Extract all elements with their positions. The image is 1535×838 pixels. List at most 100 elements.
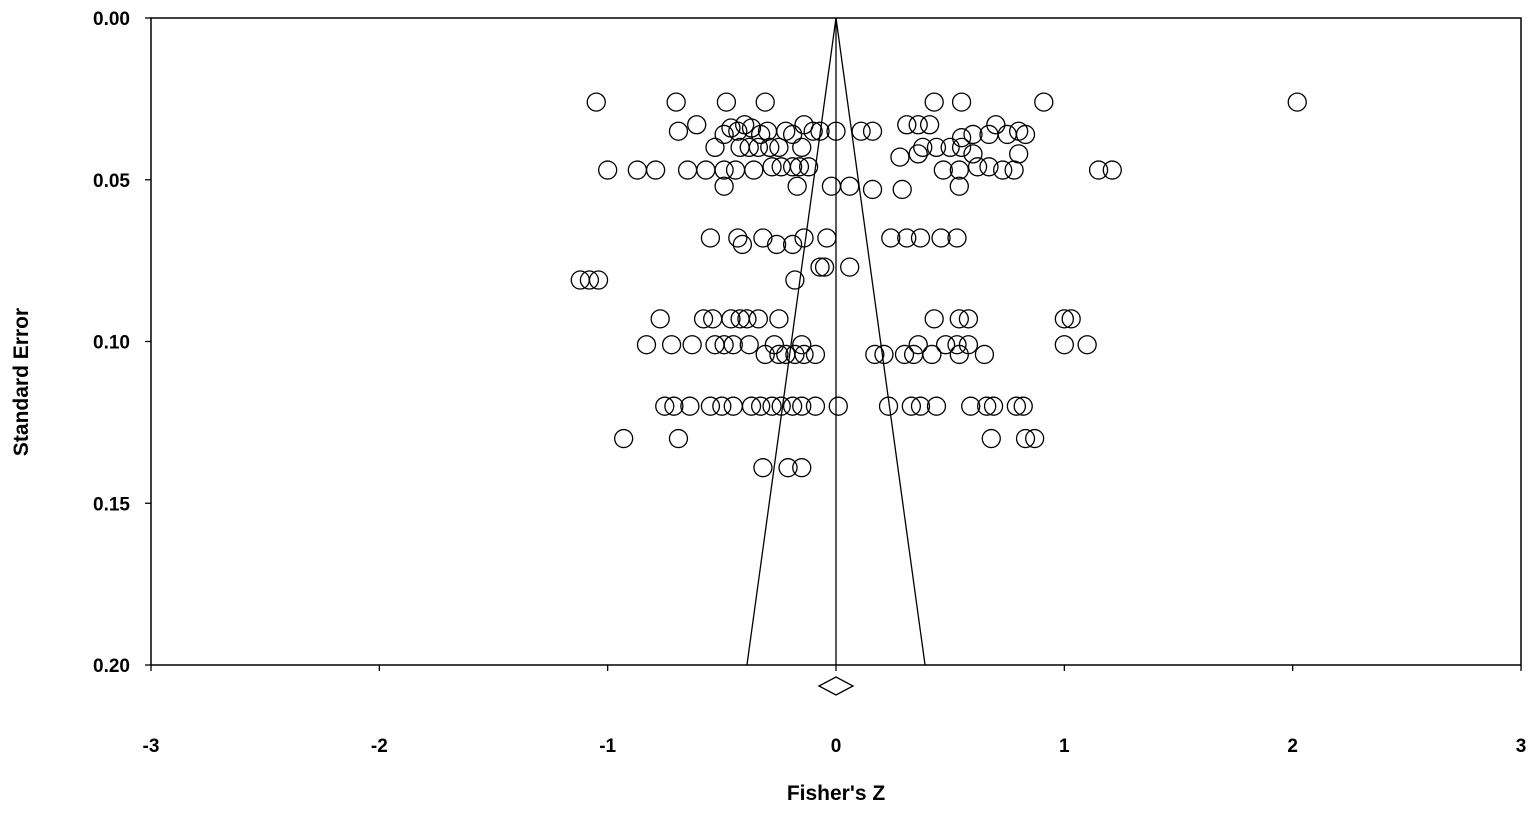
data-point: [1287, 92, 1307, 112]
data-point: [753, 458, 773, 478]
data-point: [951, 128, 972, 148]
data-point: [771, 396, 791, 416]
data-point: [810, 121, 830, 141]
x-tick-label: -2: [371, 736, 388, 757]
data-point: [908, 144, 928, 164]
data-point: [981, 428, 1001, 449]
data-point: [748, 137, 769, 158]
data-point: [949, 160, 969, 180]
y-tick-label: 0.20: [93, 656, 130, 677]
data-point: [1013, 396, 1033, 416]
data-point: [1102, 160, 1122, 180]
x-tick-label: -1: [599, 736, 616, 757]
data-point: [766, 234, 787, 255]
data-point: [714, 160, 734, 180]
data-point: [785, 344, 805, 365]
data-point: [1061, 309, 1081, 329]
data-point: [817, 228, 837, 248]
data-point: [1015, 124, 1036, 145]
data-point: [862, 121, 883, 141]
data-point: [769, 344, 789, 365]
data-point: [892, 179, 912, 200]
data-point: [614, 428, 634, 449]
data-point: [762, 157, 782, 177]
data-point: [728, 228, 748, 248]
data-point: [1088, 160, 1109, 180]
data-point: [940, 137, 960, 158]
data-point: [755, 344, 775, 365]
data-point: [789, 157, 810, 177]
data-point: [737, 309, 757, 329]
data-point: [778, 458, 798, 478]
data-point: [716, 92, 737, 112]
y-tick-label: 0.15: [93, 494, 130, 515]
data-point: [755, 92, 775, 112]
data-point: [700, 396, 721, 416]
data-point: [680, 396, 700, 416]
data-point: [910, 228, 931, 248]
data-point: [714, 124, 734, 145]
y-axis-title: Standard Error: [10, 308, 33, 456]
data-point: [983, 396, 1004, 416]
data-point: [782, 124, 803, 145]
data-point: [961, 396, 981, 416]
data-point: [977, 396, 997, 416]
data-point: [787, 176, 807, 196]
data-point: [1077, 335, 1097, 355]
data-point: [951, 92, 972, 112]
y-tick-label: 0.00: [93, 9, 130, 30]
data-point: [586, 92, 606, 112]
data-point: [1025, 428, 1045, 449]
data-point: [769, 137, 789, 158]
data-point: [967, 157, 988, 177]
data-point: [682, 335, 702, 355]
data-point: [805, 396, 826, 416]
data-point: [760, 137, 780, 158]
data-point: [792, 335, 812, 355]
data-point: [782, 157, 803, 177]
y-tick-label: 0.05: [93, 171, 130, 192]
data-point: [922, 344, 942, 365]
data-point: [1054, 335, 1074, 355]
data-point: [739, 335, 759, 355]
data-point: [926, 137, 947, 158]
data-point: [782, 234, 803, 255]
data-point: [751, 396, 771, 416]
data-point: [666, 92, 686, 112]
data-point: [840, 176, 860, 196]
data-point: [794, 344, 814, 365]
data-point: [728, 121, 748, 141]
data-point: [949, 344, 969, 365]
data-point: [714, 176, 734, 196]
data-point: [897, 115, 917, 135]
data-point: [958, 309, 979, 329]
data-point: [963, 144, 983, 164]
data-point: [748, 309, 769, 329]
data-point: [762, 396, 782, 416]
data-point: [908, 115, 928, 135]
data-point: [810, 257, 830, 277]
data-point: [862, 179, 883, 200]
data-point: [919, 115, 940, 135]
data-point: [890, 147, 910, 167]
data-point: [865, 344, 885, 365]
data-point: [700, 228, 721, 248]
data-point: [792, 137, 812, 158]
data-point: [1006, 396, 1027, 416]
data-point: [951, 137, 972, 158]
data-point: [794, 228, 814, 248]
data-point: [655, 396, 675, 416]
data-points: [570, 92, 1307, 478]
data-point: [636, 335, 657, 355]
data-point: [1004, 160, 1024, 180]
y-tick-label: 0.10: [93, 333, 130, 354]
data-point: [963, 124, 983, 145]
x-tick-label: 2: [1287, 736, 1298, 757]
data-point: [840, 257, 860, 277]
data-point: [913, 137, 933, 158]
data-point: [993, 160, 1013, 180]
data-point: [947, 228, 967, 248]
data-point: [664, 396, 684, 416]
data-point: [910, 396, 931, 416]
data-point: [805, 344, 826, 365]
